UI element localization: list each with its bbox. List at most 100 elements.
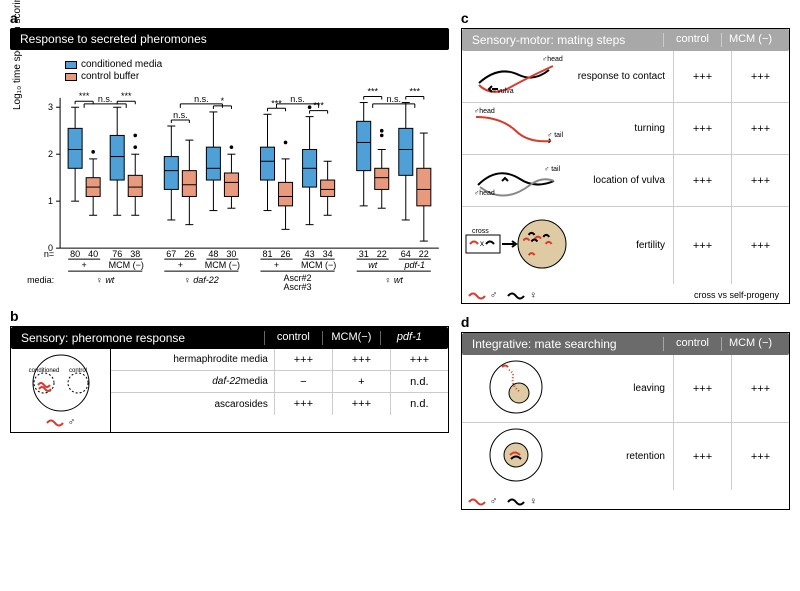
table-row: daf-22 media−+n.d. (111, 371, 448, 393)
svg-text:22: 22 (377, 249, 387, 259)
panel-a-legend: conditioned media control buffer (65, 58, 162, 83)
svg-text:MCM (−): MCM (−) (109, 260, 144, 270)
svg-text:40: 40 (88, 249, 98, 259)
panel-b-titlebar: Sensory: pheromone response control MCM(… (11, 327, 448, 349)
svg-text:♂head: ♂head (542, 56, 563, 63)
svg-text:♀ wt: ♀ wt (96, 275, 115, 285)
panel-c-rows: ♂head♀vulvaresponse to contact++++++♂hea… (462, 51, 789, 284)
svg-text:n=: n= (44, 249, 54, 259)
table-row: ♂head♀vulvaresponse to contact++++++ (462, 51, 789, 103)
panel-d-col-mcm: MCM (−) (721, 337, 779, 351)
svg-text:♀ daf-22: ♀ daf-22 (184, 275, 219, 285)
svg-text:***: *** (79, 91, 90, 101)
svg-text:76: 76 (112, 249, 122, 259)
panel-a: a Response to secreted pheromones condit… (10, 10, 449, 300)
svg-text:+: + (274, 260, 279, 270)
right-column: c Sensory-motor: mating steps control MC… (461, 10, 790, 510)
svg-text:***: *** (367, 87, 378, 97)
panel-d-title: Integrative: mate searching (472, 337, 663, 351)
svg-text:81: 81 (262, 249, 272, 259)
svg-text:80: 80 (70, 249, 80, 259)
svg-text:♂ tail: ♂ tail (544, 166, 561, 173)
left-column: a Response to secreted pheromones condit… (10, 10, 449, 510)
panel-b-label: b (10, 308, 449, 324)
panel-c-col-control: control (663, 33, 721, 47)
svg-text:31: 31 (359, 249, 369, 259)
svg-text:media:: media: (27, 275, 54, 285)
svg-text:30: 30 (226, 249, 236, 259)
legend-swatch-control (65, 73, 77, 81)
svg-text:cross: cross (472, 228, 489, 235)
svg-text:n.s.: n.s. (386, 94, 401, 104)
svg-text:***: *** (121, 91, 132, 101)
svg-text:MCM (−): MCM (−) (205, 260, 240, 270)
svg-text:pdf-1: pdf-1 (404, 260, 426, 270)
legend-label-control: control buffer (81, 71, 139, 82)
table-row: ascarosides++++++n.d. (111, 393, 448, 415)
svg-text:conditioned: conditioned (28, 368, 59, 374)
panel-b-cartoon: conditioned control ♂ (11, 349, 111, 432)
svg-text:control: control (68, 368, 86, 374)
panel-c-title: Sensory-motor: mating steps (472, 33, 663, 47)
panel-a-ylabel: Log₁₀ time spent in scoring region (sec) (12, 0, 23, 110)
panel-d-label: d (461, 314, 790, 330)
svg-text:wt: wt (368, 260, 377, 270)
figure-root: a Response to secreted pheromones condit… (10, 10, 790, 510)
panel-c-titlebar: Sensory-motor: mating steps control MCM … (462, 29, 789, 51)
svg-text:26: 26 (281, 249, 291, 259)
table-row: xcrossfertility++++++ (462, 207, 789, 284)
svg-text:Ascr#3: Ascr#3 (284, 282, 312, 292)
svg-text:MCM (−): MCM (−) (301, 260, 336, 270)
svg-text:n.s.: n.s. (290, 94, 305, 104)
panel-b-plate-icon: conditioned control (16, 353, 106, 415)
panel-b-title: Sensory: pheromone response (21, 331, 264, 345)
panel-d: d Integrative: mate searching control MC… (461, 314, 790, 510)
table-row: retention++++++ (462, 423, 789, 490)
panel-c: c Sensory-motor: mating steps control MC… (461, 10, 790, 304)
svg-text:♂head: ♂head (474, 190, 495, 197)
legend-swatch-conditioned (65, 61, 77, 69)
svg-text:n.s.: n.s. (98, 94, 113, 104)
panel-c-sublabel: cross vs self-progeny (694, 290, 787, 300)
panel-c-col-mcm: MCM (−) (721, 33, 779, 47)
svg-text:64: 64 (401, 249, 411, 259)
svg-text:x: x (480, 239, 484, 248)
panel-c-label: c (461, 10, 790, 26)
panel-d-titlebar: Integrative: mate searching control MCM … (462, 333, 789, 355)
svg-text:n.s.: n.s. (173, 110, 188, 120)
svg-text:67: 67 (166, 249, 176, 259)
svg-text:43: 43 (305, 249, 315, 259)
svg-text:1: 1 (48, 196, 53, 206)
panel-b-key: ♂ (46, 417, 76, 428)
panel-b-col-control: control (264, 331, 322, 345)
svg-text:♂head: ♂head (474, 108, 495, 115)
svg-text:38: 38 (130, 249, 140, 259)
svg-text:26: 26 (184, 249, 194, 259)
svg-text:3: 3 (48, 102, 53, 112)
svg-text:***: *** (410, 87, 421, 97)
panel-b: b Sensory: pheromone response control MC… (10, 308, 449, 433)
panel-d-col-control: control (663, 337, 721, 351)
svg-text:+: + (82, 260, 87, 270)
panel-a-label: a (10, 10, 449, 26)
boxplot-svg: 0123***8040+***7638MCM (−)n.s.♀ wtn.s.67… (14, 56, 445, 300)
table-row: ♂head♂ tailturning++++++ (462, 103, 789, 155)
svg-text:22: 22 (419, 249, 429, 259)
panel-d-rows: leaving++++++retention++++++ (462, 355, 789, 490)
svg-text:n.s.: n.s. (194, 94, 209, 104)
panel-a-chart: conditioned media control buffer Log₁₀ t… (10, 50, 449, 300)
svg-text:48: 48 (208, 249, 218, 259)
svg-text:2: 2 (48, 149, 53, 159)
legend-label-conditioned: conditioned media (81, 59, 162, 70)
panel-a-title: Response to secreted pheromones (10, 28, 449, 50)
svg-text:♀ wt: ♀ wt (385, 275, 404, 285)
panel-b-col-mcm: MCM(−) (322, 331, 380, 345)
panel-b-rows: hermaphrodite media+++++++++daf-22 media… (111, 349, 448, 432)
table-row: hermaphrodite media+++++++++ (111, 349, 448, 371)
svg-text:♂ tail: ♂ tail (547, 132, 564, 139)
table-row: leaving++++++ (462, 355, 789, 423)
table-row: ♂head♂ taillocation of vulva++++++ (462, 155, 789, 207)
svg-text:34: 34 (323, 249, 333, 259)
svg-text:+: + (178, 260, 183, 270)
panel-b-col-pdf1: pdf-1 (380, 331, 438, 345)
